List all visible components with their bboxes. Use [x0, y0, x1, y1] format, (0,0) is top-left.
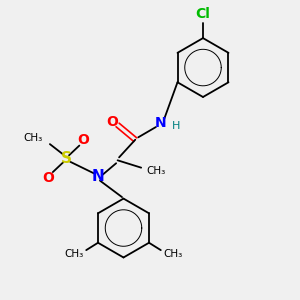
Text: O: O [77, 133, 89, 147]
Text: Cl: Cl [196, 7, 210, 21]
Text: H: H [172, 121, 180, 131]
Text: CH₃: CH₃ [23, 133, 43, 143]
Text: N: N [154, 116, 166, 130]
Text: O: O [106, 115, 118, 129]
Text: CH₃: CH₃ [146, 166, 165, 176]
Text: S: S [61, 151, 72, 166]
Text: O: O [43, 171, 54, 185]
Text: CH₃: CH₃ [64, 249, 84, 259]
Text: N: N [92, 169, 105, 184]
Text: CH₃: CH₃ [163, 249, 182, 259]
